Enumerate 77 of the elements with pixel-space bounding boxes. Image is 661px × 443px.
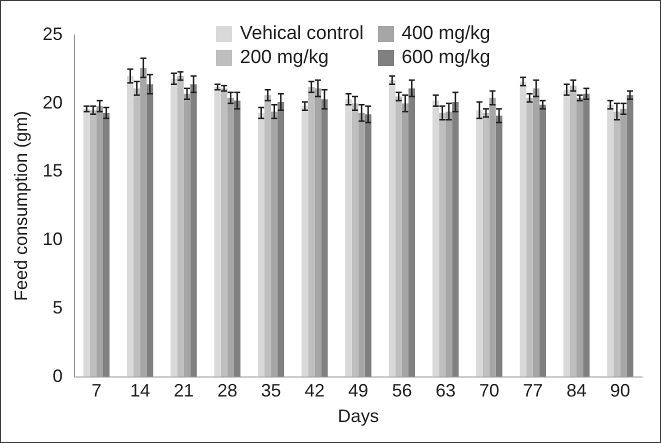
x-tick-label: 35 <box>261 380 282 401</box>
bar <box>439 112 446 377</box>
bar <box>278 102 284 377</box>
bar <box>402 103 408 377</box>
bar <box>302 106 308 377</box>
bar <box>90 110 96 377</box>
bar <box>539 104 546 377</box>
y-tick-label: 5 <box>52 297 63 318</box>
bar <box>258 112 264 377</box>
y-tick-label: 0 <box>52 366 63 386</box>
x-tick-label: 21 <box>174 380 194 401</box>
y-tick-label: 25 <box>42 24 63 44</box>
bar <box>220 88 228 377</box>
bar <box>264 95 272 377</box>
bar <box>432 100 440 377</box>
bar <box>364 114 372 377</box>
y-tick-label: 15 <box>42 160 63 181</box>
y-tick-label: 10 <box>42 229 63 250</box>
bar <box>620 108 627 377</box>
bar <box>482 112 490 377</box>
bar <box>134 88 140 377</box>
legend-label: 400 mg/kg <box>402 23 490 45</box>
x-tick-label: 70 <box>479 380 500 401</box>
bar <box>146 84 154 377</box>
bar <box>388 80 396 377</box>
bar <box>626 95 634 377</box>
bar <box>314 88 322 377</box>
bar <box>408 88 416 377</box>
bar <box>489 98 496 377</box>
bar <box>83 108 90 377</box>
x-tick-label: 90 <box>610 380 630 401</box>
x-tick-label: 14 <box>130 380 150 401</box>
bar <box>532 88 540 377</box>
bar <box>214 86 221 377</box>
bar <box>576 98 584 377</box>
bar <box>476 110 483 377</box>
bar <box>271 112 278 377</box>
x-tick-label: 77 <box>522 380 543 401</box>
bar <box>570 86 577 377</box>
bar <box>321 99 328 377</box>
x-tick-label: 7 <box>91 380 102 401</box>
x-tick-label: 49 <box>348 380 368 401</box>
bar <box>526 98 533 377</box>
bar <box>102 112 110 377</box>
bar <box>496 116 502 377</box>
y-tick-label: 20 <box>42 92 63 112</box>
x-tick-label: 84 <box>566 380 587 401</box>
legend-label: 600 mg/kg <box>402 47 490 69</box>
y-axis-title: Feed consumption (gm) <box>10 110 31 301</box>
bar <box>140 68 147 377</box>
bar <box>352 103 358 377</box>
bar <box>614 112 620 377</box>
bar <box>177 76 184 377</box>
bar <box>520 81 526 377</box>
bar <box>96 106 103 377</box>
bar <box>227 98 234 377</box>
bar <box>395 96 402 377</box>
bar <box>358 112 365 377</box>
bar <box>308 86 315 377</box>
bar <box>345 99 352 377</box>
legend-label: 200 mg/kg <box>240 47 329 69</box>
x-axis-title: Days <box>338 406 379 426</box>
x-tick-label: 56 <box>392 380 412 401</box>
bar <box>563 90 570 377</box>
legend-label: Vehical control <box>240 23 364 45</box>
bar <box>452 102 459 377</box>
bar <box>126 76 134 377</box>
bar <box>583 94 590 377</box>
bar <box>446 112 452 377</box>
bar <box>234 100 240 377</box>
x-tick-label: 63 <box>436 380 456 401</box>
bar <box>170 78 178 377</box>
bar <box>184 94 190 377</box>
x-tick-label: 42 <box>304 380 325 401</box>
bar <box>607 104 614 377</box>
x-tick-label: 28 <box>217 380 238 401</box>
bar <box>190 84 197 377</box>
